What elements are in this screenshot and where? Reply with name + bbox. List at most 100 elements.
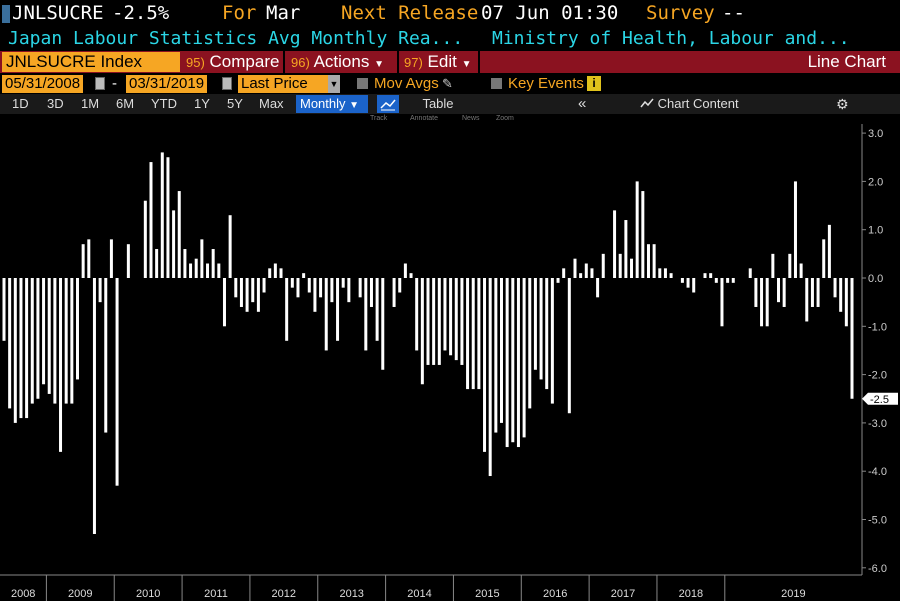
data-bar[interactable] <box>471 278 475 390</box>
data-bar[interactable] <box>833 278 837 298</box>
compare-menu[interactable]: 95) Compare <box>186 51 279 73</box>
period-3d[interactable]: 3D <box>47 96 64 111</box>
chart-type-label[interactable]: Line Chart <box>807 52 886 71</box>
double-chevron-left-icon[interactable]: « <box>578 95 587 112</box>
data-bar[interactable] <box>403 263 407 278</box>
data-bar[interactable] <box>686 278 690 288</box>
data-bar[interactable] <box>709 273 713 278</box>
data-bar[interactable] <box>234 278 238 298</box>
mov-avgs-checkbox[interactable] <box>357 78 368 89</box>
actions-menu[interactable]: 96) Actions ▼ <box>291 51 384 73</box>
data-bar[interactable] <box>669 273 673 278</box>
data-bar[interactable] <box>70 278 74 404</box>
data-bar[interactable] <box>545 278 549 390</box>
data-bar[interactable] <box>788 253 792 278</box>
data-bar[interactable] <box>777 278 781 303</box>
data-bar[interactable] <box>793 181 797 278</box>
data-bar[interactable] <box>596 278 600 298</box>
data-bar[interactable] <box>313 278 317 312</box>
frequency-select[interactable]: Monthly ▼ <box>296 95 368 113</box>
data-bar[interactable] <box>522 278 526 438</box>
data-bar[interactable] <box>64 278 68 404</box>
data-bar[interactable] <box>437 278 441 365</box>
data-bar[interactable] <box>279 268 283 278</box>
data-bar[interactable] <box>256 278 260 312</box>
data-bar[interactable] <box>19 278 23 419</box>
data-bar[interactable] <box>533 278 537 370</box>
data-bar[interactable] <box>511 278 515 443</box>
data-bar[interactable] <box>381 278 385 370</box>
data-bar[interactable] <box>172 210 176 278</box>
data-bar[interactable] <box>47 278 51 394</box>
data-bar[interactable] <box>499 278 503 423</box>
data-bar[interactable] <box>635 181 639 278</box>
data-bar[interactable] <box>646 244 650 278</box>
data-bar[interactable] <box>550 278 554 404</box>
data-bar[interactable] <box>528 278 532 409</box>
data-bar[interactable] <box>324 278 328 351</box>
data-bar[interactable] <box>251 278 255 303</box>
data-bar[interactable] <box>228 215 232 278</box>
table-button[interactable]: Table <box>422 96 454 111</box>
data-bar[interactable] <box>200 239 204 278</box>
data-bar[interactable] <box>726 278 730 283</box>
data-bar[interactable] <box>771 253 775 278</box>
data-bar[interactable] <box>268 268 272 278</box>
data-bar[interactable] <box>754 278 758 307</box>
data-bar[interactable] <box>2 278 6 341</box>
data-bar[interactable] <box>579 273 583 278</box>
data-bar[interactable] <box>75 278 79 380</box>
data-bar[interactable] <box>454 278 458 361</box>
chart-content-button[interactable]: Chart Content <box>640 94 739 114</box>
data-bar[interactable] <box>449 278 453 356</box>
data-bar[interactable] <box>319 278 323 298</box>
data-bar[interactable] <box>805 278 809 322</box>
data-bar[interactable] <box>844 278 848 327</box>
ticker[interactable]: JNLSUCRE <box>12 2 104 24</box>
data-bar[interactable] <box>613 210 617 278</box>
data-bar[interactable] <box>584 263 588 278</box>
data-bar[interactable] <box>155 249 159 278</box>
key-events-checkbox[interactable] <box>491 78 502 89</box>
data-bar[interactable] <box>81 244 85 278</box>
period-6m[interactable]: 6M <box>116 96 135 111</box>
data-bar[interactable] <box>466 278 470 390</box>
annotate-tool[interactable]: Annotate <box>410 115 439 122</box>
data-bar[interactable] <box>285 278 289 341</box>
data-bar[interactable] <box>183 249 187 278</box>
data-bar[interactable] <box>189 263 193 278</box>
data-bar[interactable] <box>149 162 153 278</box>
data-bar[interactable] <box>488 278 492 477</box>
period-ytd[interactable]: YTD <box>151 96 177 111</box>
data-bar[interactable] <box>245 278 249 312</box>
data-bar[interactable] <box>663 268 667 278</box>
data-bar[interactable] <box>92 278 96 534</box>
data-bar[interactable] <box>59 278 63 452</box>
data-bar[interactable] <box>601 253 605 278</box>
data-bar[interactable] <box>426 278 430 365</box>
data-bar[interactable] <box>87 239 91 278</box>
data-bar[interactable] <box>477 278 481 390</box>
data-bar[interactable] <box>562 268 566 278</box>
data-bar[interactable] <box>618 253 622 278</box>
data-bar[interactable] <box>42 278 46 385</box>
pencil-icon[interactable]: ✎ <box>442 76 453 91</box>
data-bar[interactable] <box>731 278 735 283</box>
data-bar[interactable] <box>290 278 294 288</box>
data-bar[interactable] <box>8 278 12 409</box>
data-bar[interactable] <box>494 278 498 433</box>
key-events-label[interactable]: Key Events <box>508 75 584 92</box>
data-bar[interactable] <box>415 278 419 351</box>
data-bar[interactable] <box>692 278 696 293</box>
data-bar[interactable] <box>680 278 684 283</box>
data-bar[interactable] <box>443 278 447 351</box>
data-bar[interactable] <box>799 263 803 278</box>
calendar-icon[interactable] <box>222 77 232 90</box>
data-bar[interactable] <box>307 278 311 293</box>
data-bar[interactable] <box>392 278 396 307</box>
data-bar[interactable] <box>143 200 147 278</box>
data-bar[interactable] <box>36 278 40 399</box>
data-bar[interactable] <box>409 273 413 278</box>
data-bar[interactable] <box>98 278 102 303</box>
track-tool[interactable]: Track <box>370 115 388 122</box>
